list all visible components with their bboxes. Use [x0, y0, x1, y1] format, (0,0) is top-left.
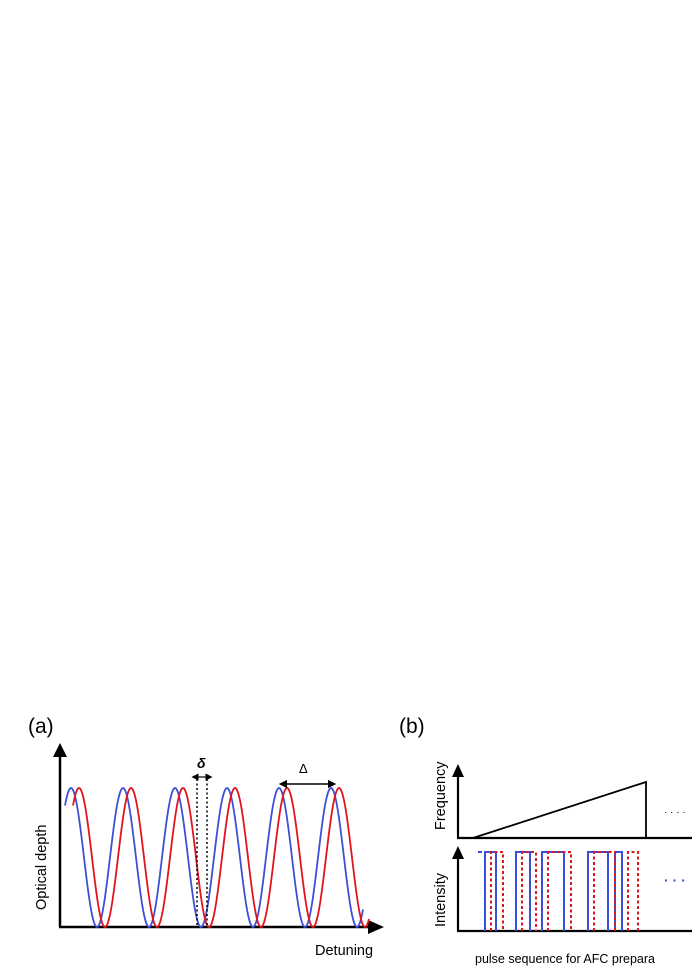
frequency-ellipsis: · · · · [664, 807, 686, 818]
frequency-ramp [472, 780, 647, 839]
frequency-axis-label: Frequency [433, 761, 449, 830]
panel-a-y-axis-label: Optical depth [34, 825, 50, 910]
red-pulse [593, 851, 616, 931]
red-pulse [627, 851, 639, 931]
red-comb-curve [72, 786, 370, 929]
frequency-y-arrowhead [452, 764, 464, 777]
delta-large-marker: Δ [278, 761, 337, 789]
panel-a: (a) Optical depth Detuning δ Δ [28, 715, 384, 959]
red-pulse [547, 851, 572, 931]
pulse-train [478, 851, 639, 931]
pulse-sequence-caption: pulse sequence for AFC prepara [475, 952, 655, 966]
panel-a-label: (a) [28, 715, 54, 738]
intensity-ellipsis: · · · [664, 872, 686, 888]
frequency-plot: · · · · Frequency [433, 761, 692, 840]
red-pulse [490, 851, 504, 931]
intensity-y-arrowhead [452, 846, 464, 859]
delta-small-marker: δ [191, 755, 213, 925]
delta-large-label: Δ [299, 761, 308, 776]
intensity-axis-label: Intensity [433, 872, 449, 927]
blue-pulse [541, 851, 565, 931]
panel-b-label: (b) [399, 715, 425, 738]
panel-b: (b) · · · · Frequency · · · Intensity pu… [399, 715, 692, 966]
blue-comb-curve [64, 786, 364, 929]
intensity-plot: · · · Intensity [433, 846, 692, 933]
red-pulse [521, 851, 537, 931]
blue-pulse [587, 851, 609, 931]
panel-a-y-arrowhead [53, 743, 67, 757]
panel-a-x-arrowhead [368, 920, 384, 934]
blue-pulse [614, 851, 623, 931]
panel-a-axes [53, 743, 384, 934]
panel-a-x-axis-label: Detuning [315, 943, 373, 959]
delta-small-label: δ [197, 755, 206, 771]
